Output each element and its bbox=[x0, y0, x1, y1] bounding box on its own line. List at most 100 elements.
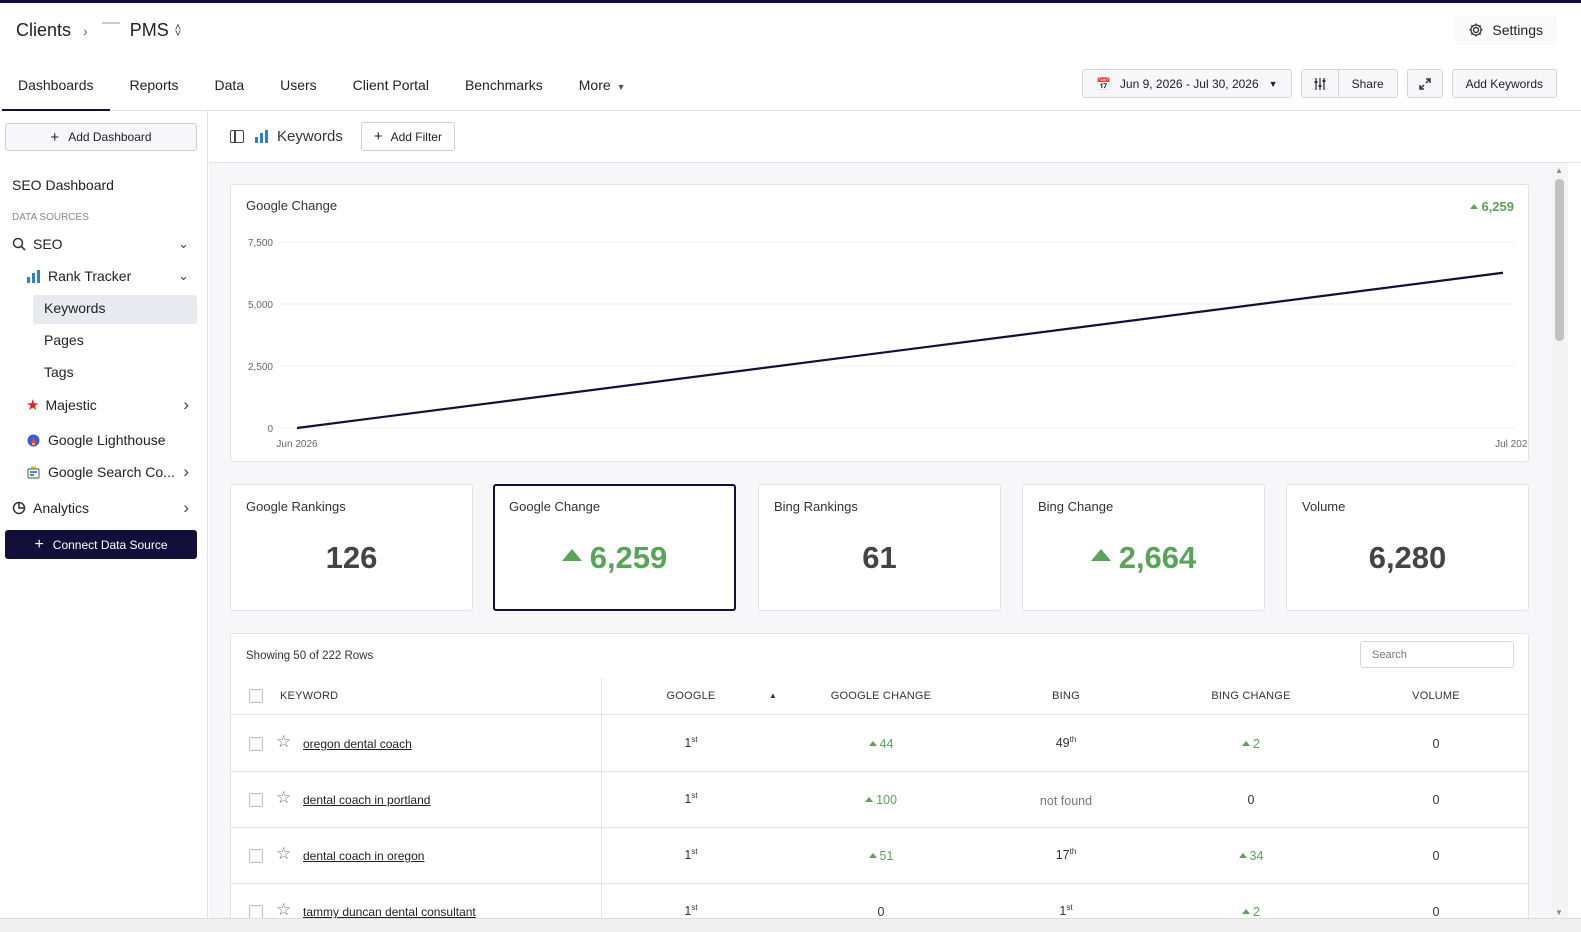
tab-data[interactable]: Data bbox=[214, 77, 245, 93]
updown-chevron-icon[interactable]: ˄ ˅ bbox=[174, 21, 182, 40]
kpi-label: Google Rankings bbox=[246, 499, 346, 514]
sidebar-item-seo-dashboard[interactable]: SEO Dashboard bbox=[12, 177, 114, 193]
star-icon[interactable]: ☆ bbox=[276, 788, 292, 807]
vertical-scrollbar[interactable]: ▲ ▼ bbox=[1552, 163, 1568, 920]
kpi-google-rankings[interactable]: Google Rankings 126 bbox=[230, 484, 473, 611]
share-button[interactable]: Share bbox=[1338, 69, 1398, 98]
bing-rank-suffix: st bbox=[1066, 903, 1073, 912]
tab-reports[interactable]: Reports bbox=[129, 77, 179, 93]
keyword-link[interactable]: tammy duncan dental consultant bbox=[303, 905, 476, 919]
chart-headline-number: 6,259 bbox=[1481, 199, 1514, 214]
table-row[interactable]: ☆ dental coach in oregon 1st 51 17th 34 0 bbox=[231, 828, 1528, 884]
volume-cell: 0 bbox=[1432, 849, 1440, 863]
app-header: Clients › PMS ˄ ˅ Settings Dashboards Rep… bbox=[0, 3, 1581, 111]
tab-client-portal[interactable]: Client Portal bbox=[352, 77, 429, 93]
sidebar-active-highlight bbox=[33, 295, 197, 324]
date-range-picker[interactable]: 📅 Jun 9, 2026 - Jul 30, 2026 ▼ bbox=[1081, 69, 1292, 98]
keyword-link[interactable]: dental coach in oregon bbox=[303, 849, 425, 863]
up-arrow-icon bbox=[1090, 549, 1111, 561]
tab-benchmarks[interactable]: Benchmarks bbox=[464, 77, 543, 93]
kpi-bing-change[interactable]: Bing Change 2,664 bbox=[1022, 484, 1265, 611]
breadcrumb-clients-link[interactable]: Clients bbox=[16, 20, 72, 40]
search-icon bbox=[12, 237, 26, 251]
table-row[interactable]: ☆ tammy duncan dental consultant 1st 0 1st 2 0 bbox=[231, 884, 1528, 932]
column-header-volume[interactable]: VOLUME bbox=[1412, 690, 1460, 702]
kpi-volume[interactable]: Volume 6,280 bbox=[1286, 484, 1529, 611]
star-icon[interactable]: ☆ bbox=[276, 732, 292, 751]
customize-button[interactable] bbox=[1300, 69, 1339, 98]
x-tick-label: Jun 2026 bbox=[276, 439, 318, 450]
lighthouse-icon bbox=[27, 434, 40, 446]
kpi-google-change[interactable]: Google Change 6,259 bbox=[493, 484, 736, 611]
add-keywords-button[interactable]: Add Keywords bbox=[1451, 69, 1557, 98]
kpi-bing-rankings[interactable]: Bing Rankings 61 bbox=[758, 484, 1001, 611]
sidebar-item-google-lighthouse[interactable]: Google Lighthouse bbox=[0, 432, 207, 448]
tab-dashboards[interactable]: Dashboards bbox=[2, 63, 110, 111]
column-header-bing[interactable]: BING bbox=[1052, 690, 1080, 702]
bing-rank-cell: not found bbox=[1006, 793, 1126, 808]
bing-change-cell: 2 bbox=[1191, 905, 1311, 919]
caret-down-icon: ▼ bbox=[616, 82, 626, 92]
star-icon[interactable]: ☆ bbox=[276, 844, 292, 863]
keyword-link[interactable]: dental coach in portland bbox=[303, 793, 431, 807]
sidebar-item-pages[interactable]: Pages bbox=[44, 332, 84, 348]
google-change-cell: 51 bbox=[821, 849, 941, 863]
bing-rank-cell: 1st bbox=[1006, 903, 1126, 918]
table-search-input[interactable] bbox=[1360, 641, 1514, 668]
bing-rank-suffix: th bbox=[1069, 735, 1077, 744]
scrollbar-thumb[interactable] bbox=[1555, 179, 1564, 341]
share-group: Share bbox=[1300, 69, 1398, 98]
row-checkbox[interactable] bbox=[249, 793, 263, 807]
row-checkbox[interactable] bbox=[249, 849, 263, 863]
sidebar-item-keywords[interactable]: Keywords bbox=[44, 300, 106, 316]
select-all-checkbox[interactable] bbox=[249, 689, 263, 703]
sidebar-item-tags[interactable]: Tags bbox=[44, 364, 74, 380]
y-tick-label: 2,500 bbox=[248, 362, 273, 373]
chart-series-line[interactable] bbox=[296, 271, 1504, 430]
dashboard-page-title: Keywords bbox=[277, 128, 343, 145]
calendar-icon: 📅 bbox=[1095, 76, 1111, 91]
column-header-bing-change[interactable]: BING CHANGE bbox=[1211, 690, 1291, 702]
google-rank-cell: 1st bbox=[631, 735, 751, 750]
chevron-right-icon: › bbox=[183, 498, 189, 517]
chevron-right-icon: › bbox=[83, 22, 88, 39]
google-change-chart-card: Google Change 6,259 0 2,500 5,000 7,500 Jun … bbox=[230, 184, 1529, 462]
row-checkbox[interactable] bbox=[249, 737, 263, 751]
google-rank-suffix: st bbox=[691, 791, 698, 800]
sidebar-item-google-search-console[interactable]: Google Search Co... › bbox=[0, 462, 207, 481]
plus-icon: + bbox=[34, 535, 44, 553]
sort-ascending-icon[interactable]: ▲ bbox=[769, 691, 778, 700]
sidebar-item-majestic[interactable]: ★ Majestic › bbox=[0, 395, 207, 414]
chevron-down-icon: ⌄ bbox=[178, 236, 189, 251]
scroll-down-arrow-icon[interactable]: ▼ bbox=[1555, 908, 1563, 917]
google-rank: 1 bbox=[684, 848, 692, 863]
sidebar-item-seo[interactable]: SEO ⌄ bbox=[0, 236, 207, 252]
star-icon[interactable]: ☆ bbox=[276, 900, 292, 919]
keyword-link[interactable]: oregon dental coach bbox=[303, 737, 412, 751]
table-row[interactable]: ☆ dental coach in portland 1st 100 not found… bbox=[231, 772, 1528, 828]
row-checkbox[interactable] bbox=[249, 905, 263, 919]
tab-users[interactable]: Users bbox=[280, 77, 317, 93]
column-header-google[interactable]: GOOGLE bbox=[666, 690, 716, 702]
column-divider bbox=[601, 678, 602, 932]
tab-more[interactable]: More ▼ bbox=[563, 63, 642, 111]
client-switcher[interactable]: PMS bbox=[129, 20, 169, 40]
tab-more-label: More bbox=[578, 77, 611, 93]
sidebar-item-analytics[interactable]: Analytics › bbox=[0, 498, 207, 517]
google-change-cell: 100 bbox=[821, 793, 941, 807]
sidebar-item-rank-tracker[interactable]: Rank Tracker ⌄ bbox=[0, 268, 207, 284]
add-filter-button[interactable]: + Add Filter bbox=[360, 122, 455, 151]
settings-button[interactable]: Settings bbox=[1454, 15, 1557, 45]
add-dashboard-button[interactable]: + Add Dashboard bbox=[5, 123, 197, 151]
connect-data-source-button[interactable]: + Connect Data Source bbox=[5, 530, 197, 559]
horizontal-scrollbar[interactable] bbox=[0, 918, 1581, 932]
sidebar-seo-label: SEO bbox=[33, 236, 63, 252]
chart-title: Google Change bbox=[246, 198, 338, 213]
column-header-google-change[interactable]: GOOGLE CHANGE bbox=[830, 690, 932, 702]
column-header-keyword[interactable]: KEYWORD bbox=[280, 690, 339, 702]
fullscreen-button[interactable] bbox=[1406, 69, 1443, 98]
up-arrow-icon bbox=[1242, 909, 1251, 914]
table-row[interactable]: ☆ oregon dental coach 1st 44 49th 2 0 bbox=[231, 716, 1528, 772]
toggle-sidebar-icon[interactable] bbox=[230, 130, 244, 143]
scroll-up-arrow-icon[interactable]: ▲ bbox=[1555, 166, 1563, 175]
